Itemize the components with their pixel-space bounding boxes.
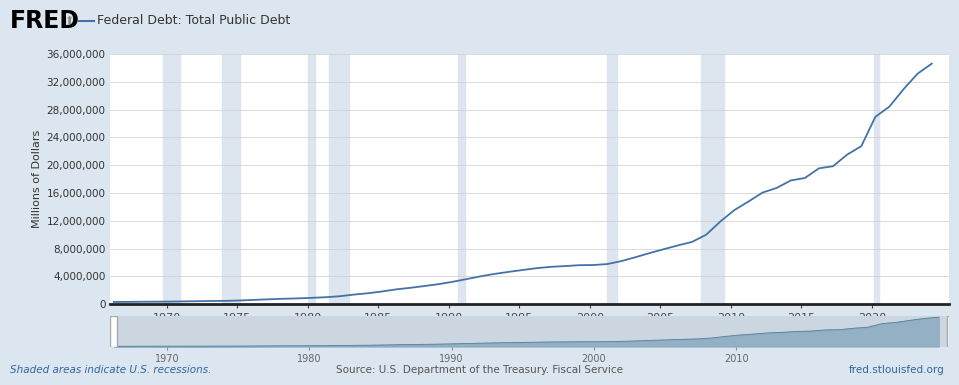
Bar [875, 54, 878, 304]
Bar [308, 54, 315, 304]
Bar [163, 54, 179, 304]
Text: Federal Debt: Total Public Debt: Federal Debt: Total Public Debt [97, 14, 291, 27]
FancyBboxPatch shape [110, 316, 117, 346]
Bar [458, 54, 465, 304]
Bar [329, 54, 349, 304]
Text: Shaded areas indicate U.S. recessions.: Shaded areas indicate U.S. recessions. [10, 365, 211, 375]
FancyBboxPatch shape [947, 316, 953, 346]
Text: ⬆: ⬆ [64, 16, 74, 26]
Bar [701, 54, 724, 304]
Text: Source: U.S. Department of the Treasury. Fiscal Service: Source: U.S. Department of the Treasury.… [336, 365, 623, 375]
Bar [607, 54, 617, 304]
Y-axis label: Millions of Dollars: Millions of Dollars [33, 130, 42, 228]
Text: fred.stlouisfed.org: fred.stlouisfed.org [849, 365, 945, 375]
Bar [222, 54, 240, 304]
Text: FRED: FRED [10, 9, 80, 33]
